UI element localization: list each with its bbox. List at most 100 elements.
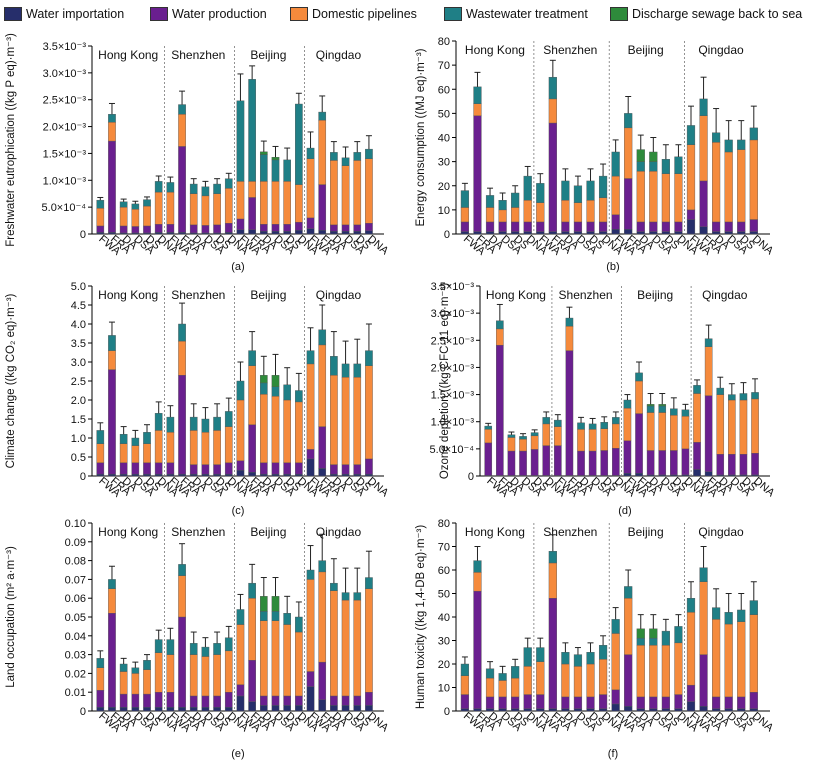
legend-item-water-production: Water production: [150, 7, 267, 21]
group-label-beijing: Beijing: [250, 48, 286, 62]
bar-segment-water-production: [712, 696, 721, 709]
bar-segment-wastewater-treatment: [496, 320, 504, 330]
bar-segment-domestic-pipelines: [624, 597, 633, 655]
panel-caption-a: (a): [231, 261, 244, 273]
bar-segment-wastewater-treatment: [318, 560, 327, 573]
bar-segment-water-production: [460, 221, 470, 232]
bar-segment-wastewater-treatment: [485, 195, 495, 208]
y-tick-label: 0.02: [65, 668, 86, 680]
y-tick-label: 0.10: [65, 518, 86, 530]
bar-segment-wastewater-treatment: [271, 611, 280, 621]
bar-segment-domestic-pipelines: [737, 621, 746, 698]
bar-segment-water-production: [519, 450, 527, 476]
y-tick-label: 4.0: [71, 319, 86, 331]
y-tick-label: 0.09: [65, 537, 86, 549]
bar-segment-water-production: [686, 684, 696, 702]
bar-segment-water-production: [485, 221, 495, 232]
bar-segment-domestic-pipelines: [108, 122, 116, 142]
bar-segment-wastewater-treatment: [178, 323, 186, 342]
bar-segment-domestic-pipelines: [636, 171, 645, 223]
bar-segment-wastewater-treatment: [271, 159, 280, 182]
bar-segment-wastewater-treatment: [507, 434, 516, 438]
bar-segment-water-production: [189, 464, 198, 475]
bar-segment-water-production: [661, 221, 670, 232]
x-tick-label: DNA: [365, 233, 391, 258]
bar-segment-wastewater-treatment: [749, 600, 758, 615]
bar-segment-water-production: [236, 460, 245, 471]
bar-segment-wastewater-treatment: [295, 103, 303, 185]
bar-segment-domestic-pipelines: [473, 103, 482, 116]
y-tick-label: 5.0×10⁻⁴: [42, 202, 87, 214]
chart-panel-e: 0 0.01 0.02 0.03 0.04 0.05 0.06 0.07 0.08 0.09 0.1…: [5, 518, 391, 760]
bar-segment-domestic-pipelines: [600, 428, 609, 451]
bar-segment-wastewater-treatment: [716, 387, 725, 395]
y-tick-label: 40: [438, 612, 450, 624]
bar-segment-water-production: [611, 214, 620, 230]
bar-segment-domestic-pipelines: [598, 659, 608, 695]
bar-segment-wastewater-treatment: [306, 350, 315, 365]
bar-segment-wastewater-treatment: [565, 317, 574, 327]
bar-segment-domestic-pipelines: [681, 416, 690, 450]
bar-segment-water-importation: [306, 458, 315, 477]
bar-segment-water-production: [598, 221, 608, 232]
bar-segment-domestic-pipelines: [154, 191, 163, 225]
bar-segment-domestic-pipelines: [739, 399, 748, 455]
bar-segment-domestic-pipelines: [108, 350, 116, 370]
y-tick-label: 0.08: [65, 556, 86, 568]
bar-segment-domestic-pipelines: [306, 579, 315, 672]
bar-segment-wastewater-treatment: [330, 582, 338, 591]
group-label-qingdao: Qingdao: [316, 525, 362, 539]
bar-segment-water-production: [686, 209, 696, 220]
bar-segment-water-production: [353, 464, 362, 475]
bar-segment-wastewater-treatment: [96, 199, 105, 209]
bar-segment-domestic-pipelines: [119, 206, 128, 227]
legend-item-water-importation: Water importation: [4, 7, 124, 21]
y-tick-label: 1.0×10⁻³: [43, 175, 87, 187]
bar-segment-domestic-pipelines: [530, 435, 539, 450]
y-tick-label: 3.0×10⁻³: [43, 68, 87, 80]
bar-segment-wastewater-treatment: [624, 113, 633, 129]
y-tick-label: 2.0×10⁻³: [43, 122, 87, 134]
bar-segment-domestic-pipelines: [189, 193, 198, 226]
bar-segment-water-production: [236, 684, 245, 697]
bar-segment-water-production: [318, 426, 327, 469]
bar-segment-wastewater-treatment: [154, 413, 163, 431]
bar-segment-domestic-pipelines: [712, 619, 721, 698]
bar-segment-domestic-pipelines: [704, 346, 713, 396]
bar-segment-water-production: [201, 225, 210, 234]
bar-segment-domestic-pipelines: [728, 399, 736, 455]
y-tick-label: 3.5×10⁻³: [431, 281, 475, 293]
bar-segment-domestic-pipelines: [154, 430, 163, 463]
bar-segment-water-production: [536, 694, 545, 709]
y-axis-label: Ozone depletion ((kg CFC-11 eq)·m⁻³): [439, 283, 451, 479]
bar-segment-water-production: [224, 691, 233, 708]
panel-caption-f: (f): [608, 748, 618, 760]
bar-segment-wastewater-treatment: [365, 148, 373, 160]
bar-segment-domestic-pipelines: [699, 115, 708, 182]
y-tick-label: 20: [438, 181, 450, 193]
bar-segment-water-production: [295, 462, 303, 475]
bar-segment-wastewater-treatment: [271, 386, 280, 397]
bar-segment-domestic-pipelines: [224, 650, 233, 693]
bar-segment-wastewater-treatment: [353, 592, 362, 601]
bar-segment-domestic-pipelines: [318, 119, 327, 185]
bar-segment-domestic-pipelines: [484, 429, 493, 444]
bar-segment-wastewater-treatment: [674, 626, 683, 644]
bar-segment-water-production: [96, 690, 105, 708]
bar-segment-wastewater-treatment: [611, 619, 620, 634]
bar-segment-wastewater-treatment: [600, 422, 609, 429]
bar-segment-water-production: [661, 696, 670, 709]
bar-segment-wastewater-treatment: [306, 147, 315, 160]
bar-segment-water-production: [724, 221, 733, 232]
bar-segment-water-production: [496, 344, 504, 476]
bar-segment-domestic-pipelines: [96, 443, 105, 463]
bar-segment-wastewater-treatment: [236, 609, 245, 625]
bar-segment-wastewater-treatment: [704, 338, 713, 348]
bar-segment-wastewater-treatment: [189, 643, 198, 655]
bar-segment-water-production: [96, 462, 105, 475]
bar-segment-domestic-pipelines: [201, 432, 210, 465]
bar-segment-wastewater-treatment: [460, 190, 470, 208]
bar-segment-wastewater-treatment: [624, 586, 633, 599]
bar-segment-domestic-pipelines: [213, 193, 221, 226]
bar-segment-wastewater-treatment: [542, 417, 551, 425]
